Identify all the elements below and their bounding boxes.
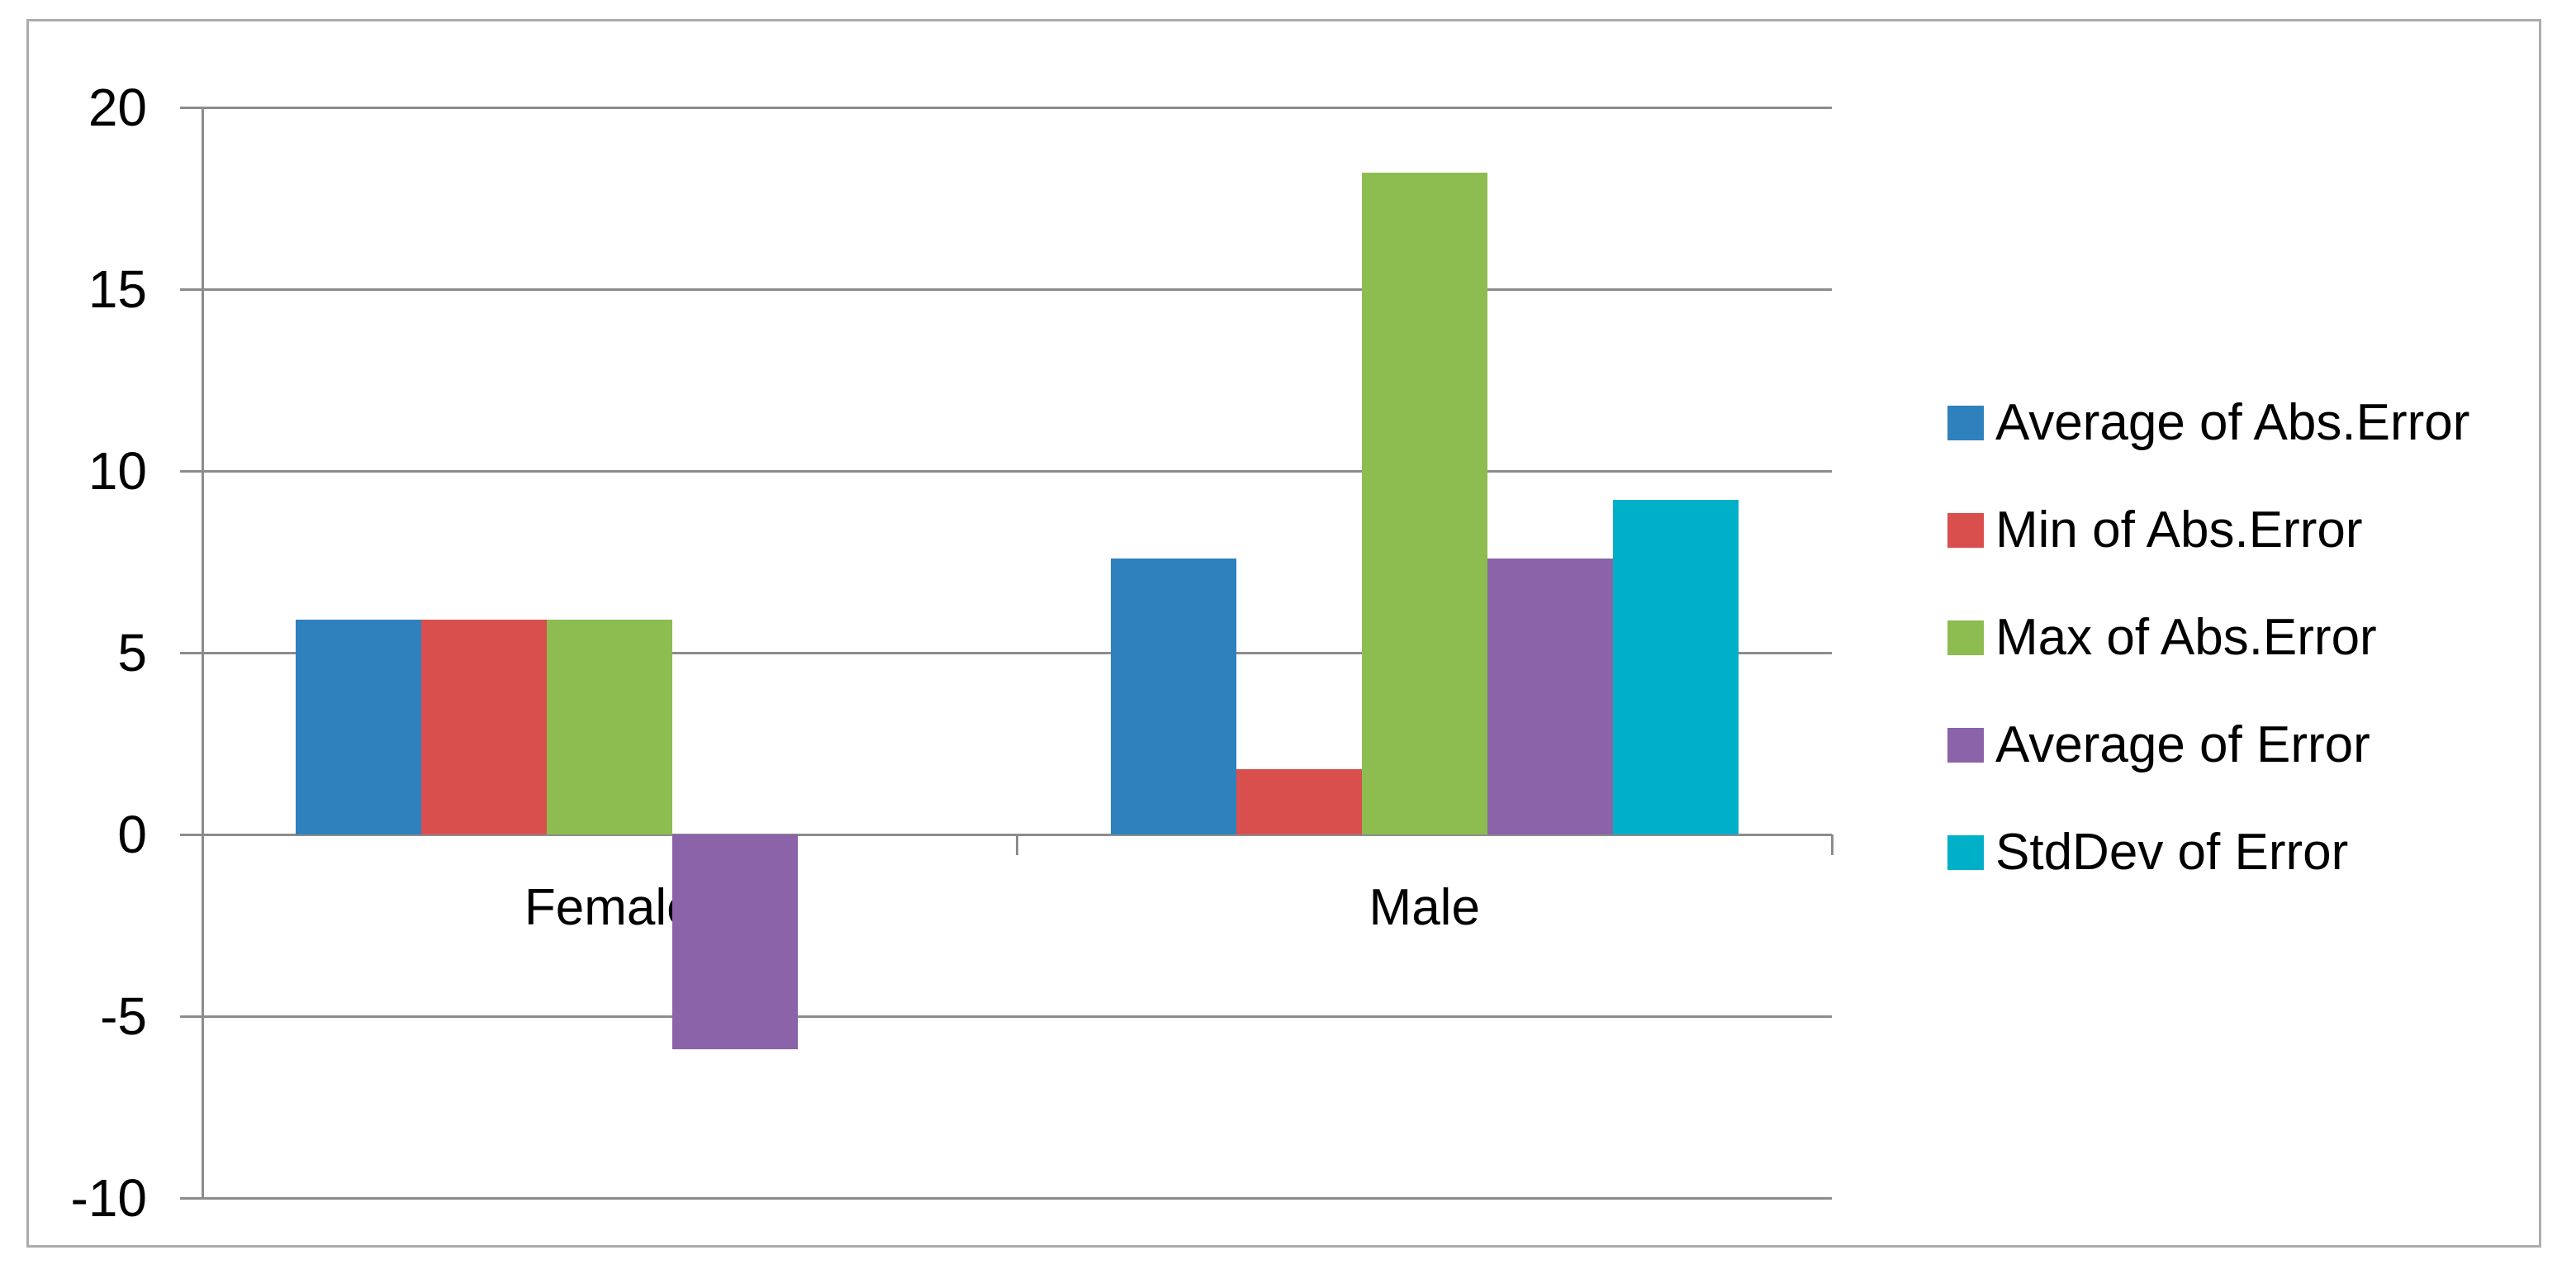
- legend-item-average-of-error[interactable]: Average of Error: [1947, 718, 2370, 772]
- legend-swatch-max-of-abs-error: [1947, 620, 1984, 655]
- y-axis-tick: [180, 469, 202, 473]
- legend-label: Min of Abs.Error: [1995, 502, 2363, 559]
- gridline: [202, 288, 1832, 291]
- legend-swatch-average-of-error: [1947, 728, 1984, 763]
- y-axis-tick: [180, 288, 202, 291]
- gridline: [202, 1015, 1832, 1018]
- bar-max-of-abs-error-female[interactable]: [547, 620, 673, 834]
- legend-label: Average of Abs.Error: [1995, 394, 2470, 451]
- legend-label: Average of Error: [1995, 716, 2370, 773]
- bar-min-of-abs-error-female[interactable]: [421, 620, 548, 834]
- legend-swatch-average-of-abs-error: [1947, 406, 1984, 440]
- gridline: [202, 469, 1832, 473]
- y-axis-tick-label: 15: [88, 259, 147, 319]
- y-axis-tick: [180, 651, 202, 654]
- category-label-female: Female: [524, 879, 695, 936]
- gridline: [202, 106, 1832, 109]
- bar-stddev-of-error-male[interactable]: [1612, 500, 1739, 834]
- category-axis-tick: [1016, 834, 1018, 855]
- bar-average-of-abs-error-male[interactable]: [1110, 558, 1236, 834]
- legend-swatch-stddev-of-error: [1947, 835, 1984, 870]
- gridline: [202, 1196, 1832, 1200]
- bar-average-of-error-female[interactable]: [672, 834, 799, 1049]
- legend-label: Max of Abs.Error: [1995, 609, 2377, 666]
- y-axis-tick-label: 20: [88, 78, 147, 137]
- legend-label: StdDev of Error: [1995, 824, 2349, 881]
- category-axis-tick: [1830, 834, 1834, 855]
- category-label-male: Male: [1369, 879, 1480, 936]
- legend-item-max-of-abs-error[interactable]: Max of Abs.Error: [1947, 611, 2377, 665]
- legend-swatch-min-of-abs-error: [1947, 513, 1984, 548]
- legend-item-average-of-abs-error[interactable]: Average of Abs.Error: [1947, 396, 2469, 450]
- y-axis-tick: [180, 833, 202, 836]
- bar-average-of-abs-error-female[interactable]: [296, 620, 422, 834]
- bar-average-of-error-male[interactable]: [1487, 558, 1613, 834]
- y-axis-tick-label: -5: [100, 986, 147, 1046]
- legend-item-stddev-of-error[interactable]: StdDev of Error: [1947, 825, 2348, 880]
- y-axis-tick-label: 5: [117, 623, 147, 682]
- gridline: [202, 651, 1832, 654]
- y-axis-tick-label: 10: [88, 441, 147, 501]
- y-axis-tick-label: -10: [70, 1168, 148, 1228]
- y-axis-line: [202, 107, 204, 1198]
- y-axis-tick: [180, 106, 202, 109]
- bar-max-of-abs-error-male[interactable]: [1361, 173, 1487, 834]
- y-axis-tick: [180, 1196, 202, 1200]
- y-axis-tick: [180, 1015, 202, 1018]
- y-axis-tick-label: 0: [117, 805, 147, 864]
- bar-min-of-abs-error-male[interactable]: [1236, 768, 1362, 834]
- legend-item-min-of-abs-error[interactable]: Min of Abs.Error: [1947, 503, 2362, 558]
